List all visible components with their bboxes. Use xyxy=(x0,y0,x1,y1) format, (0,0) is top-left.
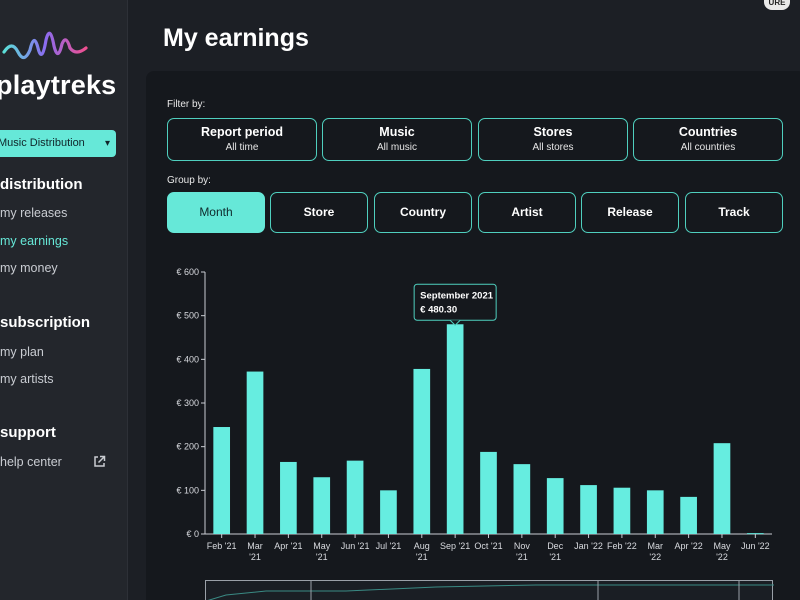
x-tick-label: Apr '22 xyxy=(674,541,702,551)
tooltip-value: € 480.30 xyxy=(420,304,457,315)
filter-stores-button[interactable]: Stores All stores xyxy=(478,118,628,161)
group-country-button[interactable]: Country xyxy=(374,192,472,233)
x-tick-label: Jan '22 xyxy=(574,541,603,551)
bar xyxy=(313,477,331,534)
filter-report-period-button[interactable]: Report period All time xyxy=(167,118,317,161)
x-tick-label: '22 xyxy=(649,552,661,562)
navigator-preview xyxy=(207,581,774,600)
group-track-button[interactable]: Track xyxy=(685,192,783,233)
distribution-select[interactable]: Music Distribution ▾ xyxy=(0,130,116,157)
range-navigator[interactable] xyxy=(205,580,774,600)
section-support: support xyxy=(0,424,56,441)
filter-countries-button[interactable]: Countries All countries xyxy=(633,118,783,161)
bar xyxy=(546,478,564,534)
group-store-button[interactable]: Store xyxy=(270,192,368,233)
bar xyxy=(746,533,764,535)
x-tick-label: Feb '22 xyxy=(607,541,637,551)
section-distribution: distribution xyxy=(0,176,83,193)
x-tick-label: '21 xyxy=(249,552,261,562)
external-link-icon[interactable] xyxy=(93,455,106,468)
filter-music-button[interactable]: Music All music xyxy=(322,118,472,161)
filter-title: Countries xyxy=(678,125,738,139)
y-tick-label: € 400 xyxy=(176,354,199,364)
sidebar-item-my-plan[interactable]: my plan xyxy=(0,345,44,359)
section-subscription: subscription xyxy=(0,314,91,331)
x-tick-label: '21 xyxy=(316,552,328,562)
x-tick-label: Oct '21 xyxy=(474,541,502,551)
sidebar-item-my-artists[interactable]: my artists xyxy=(0,372,54,386)
filter-title: Stores xyxy=(533,125,573,139)
chevron-down-icon: ▾ xyxy=(104,138,110,149)
group-by-label: Group by: xyxy=(167,175,211,186)
x-tick-label: Aug xyxy=(414,541,430,551)
x-tick-label: Feb '21 xyxy=(207,541,237,551)
x-tick-label: Jun '22 xyxy=(741,541,770,551)
bar xyxy=(413,368,431,534)
distribution-select-label: Music Distribution xyxy=(0,137,85,149)
y-tick-label: € 0 xyxy=(186,529,199,539)
sidebar-item-help-center[interactable]: help center xyxy=(0,455,62,469)
bar xyxy=(246,371,264,534)
sidebar-item-my-earnings[interactable]: my earnings xyxy=(0,234,69,248)
filter-value: All stores xyxy=(532,142,574,153)
x-tick-label: Mar xyxy=(648,541,664,551)
x-tick-label: Jun '21 xyxy=(341,541,370,551)
x-tick-label: Mar xyxy=(247,541,263,551)
group-artist-button[interactable]: Artist xyxy=(478,192,576,233)
x-tick-label: Sep '21 xyxy=(440,541,470,551)
x-tick-label: '22 xyxy=(716,552,728,562)
x-tick-label: '21 xyxy=(416,552,428,562)
page-title: My earnings xyxy=(163,24,309,52)
bar xyxy=(580,485,597,534)
y-tick-label: € 600 xyxy=(176,267,199,277)
y-tick-label: € 300 xyxy=(176,398,199,408)
tooltip-pointer xyxy=(449,319,461,326)
bar xyxy=(713,443,731,534)
bar xyxy=(280,461,297,534)
tooltip-title: September 2021 xyxy=(420,290,494,301)
bar xyxy=(680,496,697,534)
bar xyxy=(613,487,631,534)
sidebar: playtreks Music Distribution ▾ distribut… xyxy=(0,0,128,600)
x-tick-label: '21 xyxy=(549,552,561,562)
bar xyxy=(513,464,531,534)
y-tick-label: € 100 xyxy=(176,485,199,495)
group-month-button[interactable]: Month xyxy=(167,192,265,233)
x-tick-label: Dec xyxy=(547,541,564,551)
y-tick-label: € 200 xyxy=(176,442,199,452)
filter-value: All time xyxy=(225,142,259,153)
group-release-button[interactable]: Release xyxy=(581,192,679,233)
sidebar-item-my-releases[interactable]: my releases xyxy=(0,206,68,220)
filter-value: All music xyxy=(376,142,417,153)
x-tick-label: Nov xyxy=(514,541,531,551)
filter-value: All countries xyxy=(680,142,736,153)
filter-title: Music xyxy=(379,125,415,139)
bar xyxy=(646,490,664,534)
x-tick-label: Jul '21 xyxy=(376,541,402,551)
user-badge[interactable]: URE xyxy=(764,0,790,10)
bar xyxy=(213,427,231,534)
sidebar-item-my-money[interactable]: my money xyxy=(0,261,58,275)
x-tick-label: '21 xyxy=(516,552,528,562)
logo-text: playtreks xyxy=(0,70,117,100)
bar xyxy=(480,451,497,534)
bar xyxy=(346,460,364,534)
x-tick-label: Apr '21 xyxy=(274,541,302,551)
x-tick-label: May xyxy=(313,541,331,551)
x-tick-label: May xyxy=(713,541,731,551)
filter-label: Filter by: xyxy=(167,99,206,110)
y-tick-label: € 500 xyxy=(176,311,199,321)
bar xyxy=(446,324,464,534)
filter-title: Report period xyxy=(201,125,283,139)
logo-wave-icon xyxy=(2,31,88,60)
bar xyxy=(380,490,397,534)
